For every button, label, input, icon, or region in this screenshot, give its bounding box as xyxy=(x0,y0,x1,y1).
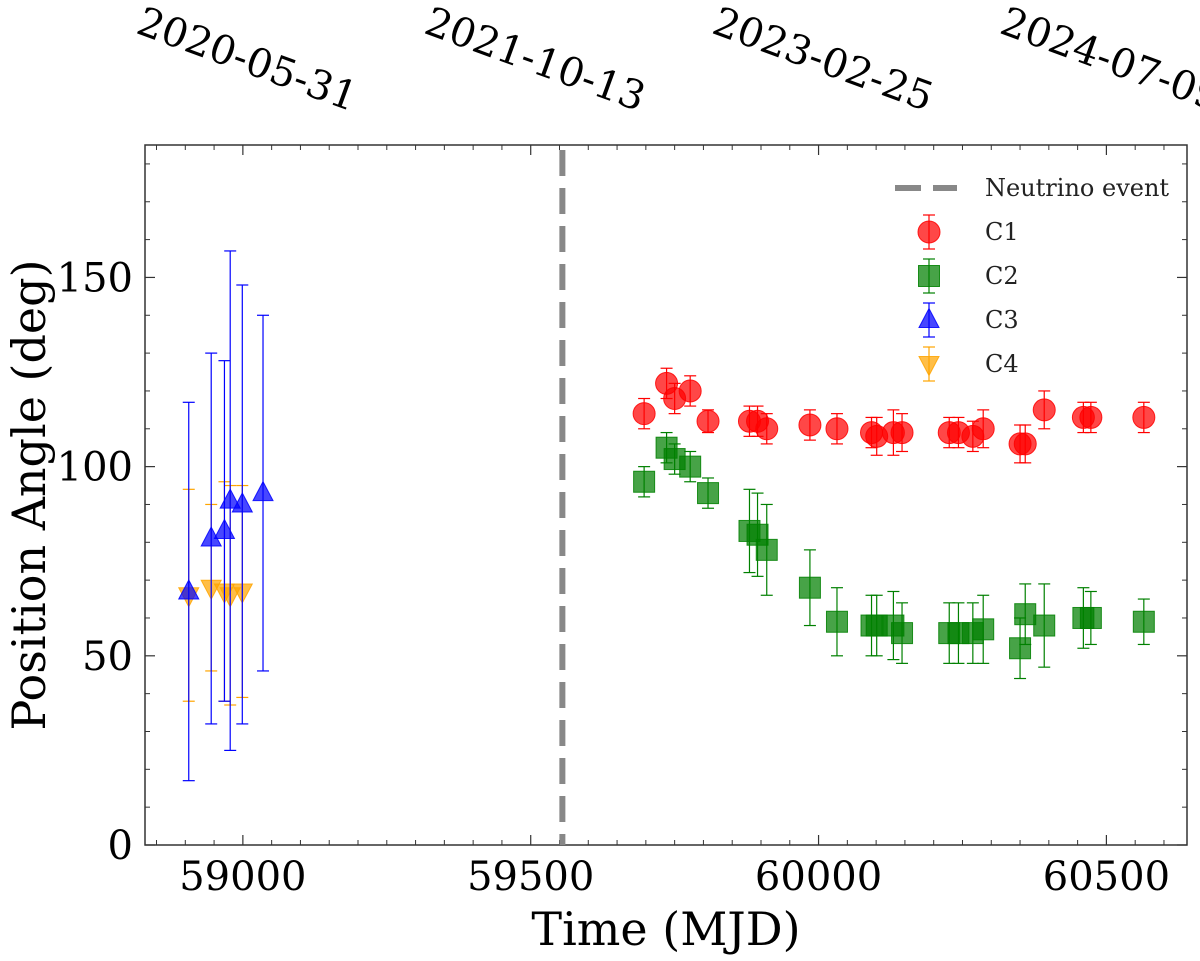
series-c2-point xyxy=(1132,610,1155,633)
series-c2-point xyxy=(891,622,914,645)
y-axis-label: Position Angle (deg) xyxy=(2,259,56,730)
legend-c1-label: C1 xyxy=(985,218,1019,246)
top-date-label: 2021-10-13 xyxy=(419,0,651,121)
series-c1 xyxy=(632,367,1156,464)
plot-frame xyxy=(144,144,1188,846)
axis-ticks: 59000 59500 60000 60500 0 50 100 150 xyxy=(57,145,1187,900)
legend-c4-marker xyxy=(918,356,940,377)
x-tick-label: 59500 xyxy=(467,854,594,900)
data-layer xyxy=(177,250,1156,782)
series-c1-point xyxy=(678,379,702,403)
top-date-label: 2024-07-09 xyxy=(995,0,1200,121)
series-c1-point xyxy=(971,417,995,441)
series-c2-point xyxy=(1009,637,1032,660)
legend: Neutrino event C1 C2 C3 C4 xyxy=(895,174,1169,382)
x-tick-label: 60500 xyxy=(1043,854,1170,900)
series-c1-point xyxy=(1132,405,1156,429)
series-c1-point xyxy=(825,417,849,441)
series-c1-point xyxy=(890,421,914,445)
series-c2-point xyxy=(679,455,702,478)
legend-c3-marker xyxy=(918,307,940,328)
top-date-label: 2020-05-31 xyxy=(131,0,363,121)
series-c1-point xyxy=(632,402,656,426)
series-c3-point xyxy=(177,578,200,600)
series-c1-point xyxy=(755,417,779,441)
series-c1-point xyxy=(696,409,720,433)
series-c2-point xyxy=(825,610,848,633)
plot-border xyxy=(144,144,1188,846)
series-c1-point xyxy=(1079,405,1103,429)
y-tick-label: 100 xyxy=(57,445,133,491)
legend-c3-label: C3 xyxy=(985,306,1019,334)
y-tick-label: 50 xyxy=(82,634,133,680)
series-c2-point xyxy=(1079,606,1102,629)
series-c3-point xyxy=(219,488,242,509)
legend-neutrino-label: Neutrino event xyxy=(985,174,1169,202)
series-c2-point xyxy=(633,470,656,493)
legend-c2-label: C2 xyxy=(985,262,1019,290)
series-c1-point xyxy=(1032,398,1056,422)
x-tick-label: 60000 xyxy=(755,854,882,900)
y-tick-label: 0 xyxy=(108,823,133,869)
series-c3-point xyxy=(252,480,274,502)
x-tick-label: 59000 xyxy=(179,854,306,900)
series-c3-point xyxy=(213,518,236,539)
series-c2-point xyxy=(1014,603,1037,626)
series-c2-point xyxy=(755,538,778,561)
series-c2-point xyxy=(697,482,720,505)
x-axis-label: Time (MJD) xyxy=(531,902,800,956)
legend-c2-marker xyxy=(918,265,940,287)
legend-c4-label: C4 xyxy=(985,350,1019,378)
top-date-label: 2023-02-25 xyxy=(707,0,939,121)
series-c1-point xyxy=(1013,432,1037,456)
series-c2-point xyxy=(1033,614,1056,637)
y-tick-label: 150 xyxy=(57,255,133,301)
top-axis: 2020-05-31 2021-10-13 2023-02-25 2024-07-09 xyxy=(131,0,1200,121)
series-c1-point xyxy=(798,413,822,437)
series-c3 xyxy=(177,250,274,782)
legend-c1-marker xyxy=(917,220,941,244)
series-c2-point xyxy=(972,618,995,641)
series-c2-point xyxy=(798,576,821,599)
series-c3-point xyxy=(231,491,254,513)
series-c2 xyxy=(633,431,1155,680)
